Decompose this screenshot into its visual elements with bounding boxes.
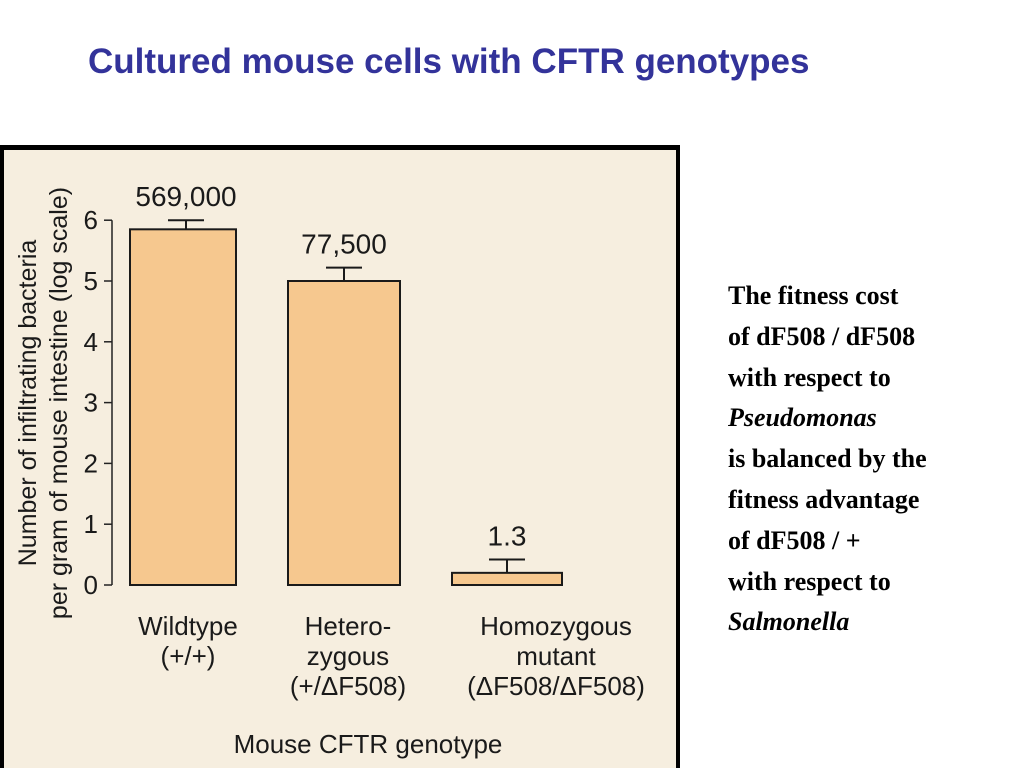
explanation-line: Pseudomonas [728, 403, 877, 433]
data-label: 569,000 [135, 181, 236, 212]
explanation-line: Salmonella [728, 607, 850, 637]
category-label: (ΔF508/ΔF508) [467, 671, 645, 701]
y-tick-label: 0 [84, 570, 98, 600]
category-label: Homozygous [480, 611, 632, 641]
x-axis-label: Mouse CFTR genotype [234, 729, 503, 759]
y-tick-label: 6 [84, 205, 98, 235]
category-label: mutant [516, 641, 596, 671]
explanation-line: with respect to [728, 566, 891, 596]
bar [287, 280, 401, 586]
category-label: (+/ΔF508) [290, 671, 406, 701]
y-tick-label: 5 [84, 266, 98, 296]
y-axis-label-line: per gram of mouse intestine (log scale) [45, 187, 73, 619]
y-tick-label: 4 [84, 327, 98, 357]
data-label: 77,500 [301, 229, 387, 260]
bar [451, 571, 563, 586]
y-axis-label-line: Number of infiltrating bacteria [14, 240, 42, 567]
y-axis-label: Number of infiltrating bacteria per gram … [14, 187, 73, 619]
fitness-explanation: The fitness cost of dF508 / dF508 with res… [728, 276, 927, 643]
y-tick-label: 2 [84, 448, 98, 478]
chart-panel: 0 1 2 3 4 5 6 Number of infiltrating bacteria pe… [0, 145, 680, 768]
category-label: Hetero- [305, 611, 392, 641]
explanation-line: is balanced by the [728, 444, 927, 474]
explanation-line: of dF508 / dF508 [728, 321, 916, 351]
data-label: 1.3 [488, 520, 527, 551]
explanation-line: The fitness cost [728, 281, 899, 310]
y-tick-label: 3 [84, 388, 98, 418]
y-tick-label: 1 [84, 509, 98, 539]
category-label: zygous [307, 641, 389, 671]
category-label: Wildtype [138, 611, 238, 641]
explanation-line: with respect to [728, 362, 891, 392]
bar [129, 228, 237, 586]
bar-chart: 0 1 2 3 4 5 6 Number of infiltrating bacteria pe… [4, 150, 676, 768]
category-label: (+/+) [161, 641, 216, 671]
slide-title: Cultured mouse cells with CFTR genotypes [88, 42, 810, 81]
explanation-line: of dF508 / + [728, 525, 861, 555]
explanation-line: fitness advantage [728, 484, 920, 514]
